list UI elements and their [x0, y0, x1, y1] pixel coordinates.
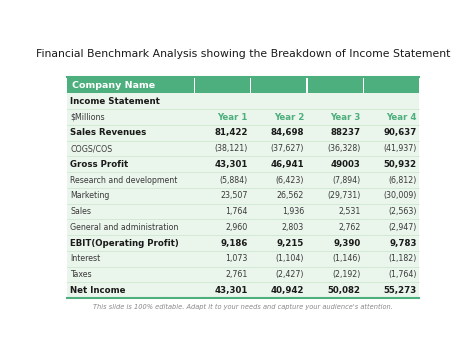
Text: (29,731): (29,731) — [328, 191, 361, 200]
Text: 9,186: 9,186 — [220, 239, 248, 247]
Text: Year 1: Year 1 — [218, 113, 248, 121]
Bar — [250, 77, 251, 93]
Text: Sales Revenues: Sales Revenues — [71, 128, 146, 137]
Text: Year 3: Year 3 — [330, 113, 361, 121]
Text: 2,761: 2,761 — [225, 270, 248, 279]
Text: 90,637: 90,637 — [383, 128, 417, 137]
Text: Year 4: Year 4 — [386, 113, 417, 121]
Text: (37,627): (37,627) — [271, 144, 304, 153]
Text: 26,562: 26,562 — [277, 191, 304, 200]
Text: (1,764): (1,764) — [389, 270, 417, 279]
Bar — [363, 77, 364, 93]
Bar — [66, 267, 419, 283]
Bar — [66, 141, 419, 157]
Bar — [66, 219, 419, 235]
Text: Company Name: Company Name — [72, 81, 155, 89]
Text: 2,531: 2,531 — [338, 207, 361, 216]
Text: 23,507: 23,507 — [220, 191, 248, 200]
Text: Sales: Sales — [71, 207, 91, 216]
Text: Net Income: Net Income — [71, 286, 126, 295]
Text: 1,073: 1,073 — [225, 254, 248, 263]
Bar — [66, 93, 419, 109]
Text: $Millions: $Millions — [71, 113, 105, 121]
Text: (7,894): (7,894) — [332, 175, 361, 185]
Text: EBIT(Operating Profit): EBIT(Operating Profit) — [71, 239, 179, 247]
Bar — [66, 157, 419, 172]
Text: (6,812): (6,812) — [389, 175, 417, 185]
Text: 40,942: 40,942 — [271, 286, 304, 295]
Bar — [66, 204, 419, 219]
Text: Financial Benchmark Analysis showing the Breakdown of Income Statement: Financial Benchmark Analysis showing the… — [36, 49, 450, 59]
Text: 9,215: 9,215 — [277, 239, 304, 247]
Text: (2,427): (2,427) — [276, 270, 304, 279]
Text: (2,947): (2,947) — [389, 223, 417, 232]
Text: 55,273: 55,273 — [384, 286, 417, 295]
Bar — [193, 77, 195, 93]
Text: 2,960: 2,960 — [226, 223, 248, 232]
Bar — [66, 109, 419, 125]
Bar — [66, 77, 419, 93]
Text: General and administration: General and administration — [71, 223, 179, 232]
Text: (2,192): (2,192) — [332, 270, 361, 279]
Text: (38,121): (38,121) — [214, 144, 248, 153]
Bar — [66, 235, 419, 251]
Bar — [66, 283, 419, 298]
Text: (30,009): (30,009) — [384, 191, 417, 200]
Text: 50,082: 50,082 — [328, 286, 361, 295]
Text: Taxes: Taxes — [71, 270, 92, 279]
Text: 81,422: 81,422 — [214, 128, 248, 137]
Text: Income Statement: Income Statement — [71, 97, 160, 106]
Bar — [66, 172, 419, 188]
Text: (1,146): (1,146) — [332, 254, 361, 263]
Text: 9,783: 9,783 — [390, 239, 417, 247]
Text: 46,941: 46,941 — [271, 160, 304, 169]
Text: COGS/COS: COGS/COS — [71, 144, 113, 153]
Text: 88237: 88237 — [330, 128, 361, 137]
Text: This slide is 100% editable. Adapt it to your needs and capture your audience's : This slide is 100% editable. Adapt it to… — [93, 304, 393, 311]
Text: (5,884): (5,884) — [219, 175, 248, 185]
Text: 43,301: 43,301 — [214, 286, 248, 295]
Text: Year 2: Year 2 — [274, 113, 304, 121]
Text: 84,698: 84,698 — [271, 128, 304, 137]
Text: 2,762: 2,762 — [338, 223, 361, 232]
Text: Research and development: Research and development — [71, 175, 178, 185]
Text: 9,390: 9,390 — [333, 239, 361, 247]
Text: 2,803: 2,803 — [282, 223, 304, 232]
Text: (6,423): (6,423) — [276, 175, 304, 185]
Text: 50,932: 50,932 — [384, 160, 417, 169]
Bar — [66, 251, 419, 267]
Text: Interest: Interest — [71, 254, 100, 263]
Text: (1,104): (1,104) — [276, 254, 304, 263]
Text: 1,936: 1,936 — [282, 207, 304, 216]
Text: Marketing: Marketing — [71, 191, 110, 200]
Bar — [306, 77, 308, 93]
Text: (41,937): (41,937) — [384, 144, 417, 153]
Text: 1,764: 1,764 — [225, 207, 248, 216]
Text: 43,301: 43,301 — [214, 160, 248, 169]
Bar — [66, 188, 419, 204]
Text: (2,563): (2,563) — [389, 207, 417, 216]
Text: Gross Profit: Gross Profit — [71, 160, 128, 169]
Bar — [66, 125, 419, 141]
Text: (36,328): (36,328) — [328, 144, 361, 153]
Text: 49003: 49003 — [331, 160, 361, 169]
Text: (1,182): (1,182) — [389, 254, 417, 263]
